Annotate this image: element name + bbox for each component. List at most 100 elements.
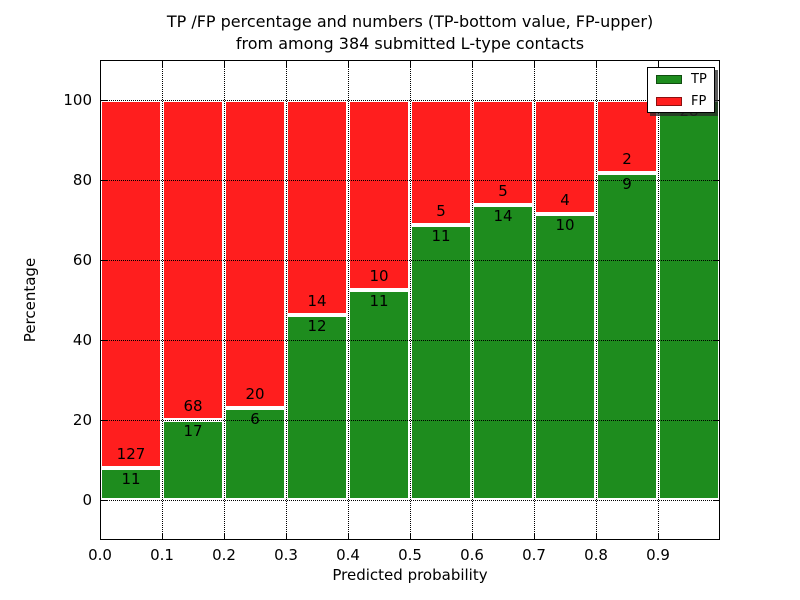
- x-tick-mark: [658, 61, 659, 67]
- bar-segment-fp: [100, 100, 162, 469]
- x-tick-mark: [100, 533, 101, 539]
- y-tick-mark: [101, 180, 107, 181]
- bar-segment-tp: [596, 172, 658, 500]
- fp-count-label: 10: [369, 267, 389, 286]
- tp-count-label: 17: [183, 422, 203, 440]
- x-tick-mark: [162, 61, 163, 67]
- v-gridline: [348, 60, 349, 540]
- tp-count-label: 11: [369, 292, 389, 311]
- x-tick-mark: [410, 61, 411, 67]
- x-tick-label: 0.5: [398, 546, 422, 564]
- x-tick-label: 0.9: [646, 546, 670, 564]
- legend: TP FP: [647, 67, 715, 113]
- fp-count-label: 4: [560, 191, 570, 210]
- y-tick-mark: [713, 420, 719, 421]
- y-tick-mark: [101, 260, 107, 261]
- legend-row-tp: TP: [648, 72, 714, 87]
- x-tick-label: 0.1: [150, 546, 174, 564]
- x-tick-mark: [534, 61, 535, 67]
- tp-color-swatch: [656, 74, 682, 84]
- x-tick-mark: [162, 533, 163, 539]
- plot-area: TP FP 0.0 0.1 0.2 0.3 0.4 0.5 0.6 0.7 0.8 0.9 0 20 4…: [63, 60, 720, 564]
- x-tick-mark: [224, 533, 225, 539]
- y-tick-mark: [101, 420, 107, 421]
- x-tick-mark: [348, 533, 349, 539]
- tp-count-label: 12: [307, 317, 327, 336]
- x-axis-label: Predicted probability: [332, 566, 488, 584]
- y-tick-label: 100: [63, 91, 92, 109]
- x-tick-mark: [224, 61, 225, 67]
- tp-count-label: 11: [121, 470, 141, 489]
- v-gridline: [224, 60, 225, 540]
- v-gridline: [286, 60, 287, 540]
- fp-count-label: 127: [116, 445, 146, 464]
- fp-count-label: 5: [436, 202, 446, 220]
- fp-count-label: 20: [245, 384, 265, 403]
- x-tick-label: 0.4: [336, 546, 360, 564]
- tp-count-label: 9: [622, 174, 632, 193]
- bar-segment-fp: [224, 100, 286, 408]
- bar-segment-fp: [410, 100, 472, 225]
- x-tick-mark: [410, 533, 411, 539]
- x-tick-mark: [472, 61, 473, 67]
- bar-segment-fp: [534, 100, 596, 215]
- y-tick-mark: [713, 500, 719, 501]
- fp-count-label: 14: [307, 292, 327, 311]
- x-tick-mark: [286, 61, 287, 67]
- bar-segment-fp: [286, 100, 348, 316]
- bar-segment-tp: [224, 407, 286, 500]
- y-tick-label: 40: [72, 331, 92, 349]
- y-tick-label: 60: [72, 251, 92, 269]
- legend-row-fp: FP: [648, 94, 714, 109]
- x-tick-label: 0.8: [584, 546, 608, 564]
- x-tick-mark: [472, 533, 473, 539]
- bar-segment-tp: [658, 100, 720, 500]
- legend-label-tp: TP: [691, 71, 707, 87]
- tp-count-label: 6: [250, 409, 260, 428]
- x-tick-mark: [348, 61, 349, 67]
- bar-segment-fp: [472, 100, 534, 206]
- x-tick-label: 0.3: [274, 546, 298, 564]
- x-tick-mark: [596, 533, 597, 539]
- bar-segment-tp: [410, 225, 472, 500]
- v-gridline: [658, 60, 659, 540]
- tp-count-label: 11: [431, 227, 451, 245]
- x-tick-mark: [658, 533, 659, 539]
- fp-count-label: 5: [498, 182, 508, 201]
- x-tick-label: 0.6: [460, 546, 484, 564]
- v-gridline: [410, 60, 411, 540]
- y-tick-mark: [713, 180, 719, 181]
- v-gridline: [534, 60, 535, 540]
- chart-title-line1: TP /FP percentage and numbers (TP-bottom…: [166, 12, 654, 31]
- bar-segment-tp: [472, 205, 534, 500]
- fp-count-label: 68: [183, 397, 203, 415]
- v-gridline: [162, 60, 163, 540]
- y-tick-mark: [713, 260, 719, 261]
- y-tick-mark: [101, 500, 107, 501]
- tp-count-label: 14: [493, 207, 513, 226]
- x-tick-mark: [596, 61, 597, 67]
- x-tick-mark: [100, 61, 101, 67]
- y-tick-mark: [713, 340, 719, 341]
- y-tick-label: 20: [72, 411, 92, 429]
- x-tick-mark: [534, 533, 535, 539]
- bar-segment-tp: [162, 420, 224, 500]
- x-tick-label: 0.7: [522, 546, 546, 564]
- legend-label-fp: FP: [691, 93, 707, 109]
- y-tick-mark: [101, 340, 107, 341]
- x-tick-label: 0.0: [88, 546, 112, 564]
- y-tick-label: 0: [82, 491, 92, 509]
- bar-segment-tp: [286, 315, 348, 500]
- x-tick-label: 0.2: [212, 546, 236, 564]
- chart-title-line2: from among 384 submitted L-type contacts: [235, 34, 585, 53]
- x-tick-mark: [286, 533, 287, 539]
- y-tick-mark: [101, 100, 107, 101]
- y-tick-label: 80: [72, 171, 92, 189]
- bar-segment-tp: [100, 468, 162, 500]
- bar-segment-tp: [534, 214, 596, 500]
- y-axis-label: Percentage: [21, 257, 39, 343]
- y-tick-mark: [713, 100, 719, 101]
- tp-count-label: 10: [555, 216, 575, 235]
- fp-count-label: 2: [622, 149, 632, 168]
